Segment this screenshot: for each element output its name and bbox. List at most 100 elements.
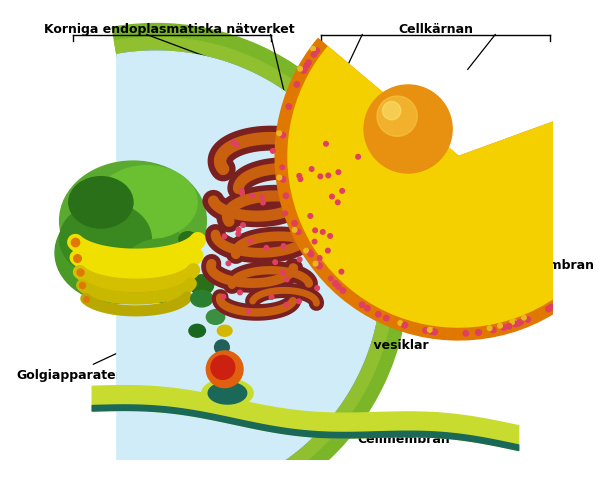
Circle shape bbox=[428, 328, 432, 333]
Circle shape bbox=[301, 69, 306, 74]
Circle shape bbox=[335, 201, 340, 205]
Circle shape bbox=[215, 340, 229, 355]
Polygon shape bbox=[117, 52, 380, 480]
Circle shape bbox=[321, 230, 325, 235]
Circle shape bbox=[326, 249, 330, 253]
Circle shape bbox=[283, 212, 288, 216]
Circle shape bbox=[308, 252, 314, 257]
Circle shape bbox=[431, 329, 436, 335]
Circle shape bbox=[333, 281, 338, 287]
Circle shape bbox=[294, 83, 300, 88]
Circle shape bbox=[515, 321, 520, 326]
Circle shape bbox=[359, 302, 365, 308]
Circle shape bbox=[277, 132, 282, 136]
Circle shape bbox=[306, 60, 311, 66]
Circle shape bbox=[333, 281, 338, 286]
Circle shape bbox=[239, 190, 244, 194]
Circle shape bbox=[277, 176, 282, 180]
Circle shape bbox=[281, 271, 285, 276]
Circle shape bbox=[377, 97, 417, 137]
Circle shape bbox=[402, 323, 408, 328]
Circle shape bbox=[423, 328, 428, 334]
Circle shape bbox=[312, 240, 317, 244]
Circle shape bbox=[525, 317, 531, 323]
Circle shape bbox=[315, 286, 320, 291]
Ellipse shape bbox=[124, 240, 197, 294]
Circle shape bbox=[298, 178, 303, 182]
Circle shape bbox=[326, 174, 330, 179]
Circle shape bbox=[285, 277, 289, 282]
Ellipse shape bbox=[69, 177, 133, 228]
Circle shape bbox=[317, 263, 322, 269]
Circle shape bbox=[297, 174, 302, 179]
Circle shape bbox=[401, 122, 437, 159]
Circle shape bbox=[428, 329, 434, 335]
Circle shape bbox=[231, 141, 236, 145]
Ellipse shape bbox=[191, 291, 213, 307]
Circle shape bbox=[513, 322, 519, 327]
Ellipse shape bbox=[150, 286, 171, 303]
Circle shape bbox=[330, 195, 334, 199]
Circle shape bbox=[286, 105, 291, 110]
Circle shape bbox=[340, 189, 344, 194]
Circle shape bbox=[522, 316, 526, 320]
Circle shape bbox=[235, 143, 239, 148]
Text: Korniga endoplasmatiska nätverket: Korniga endoplasmatiska nätverket bbox=[45, 23, 295, 36]
Circle shape bbox=[248, 240, 253, 244]
Circle shape bbox=[329, 276, 333, 281]
Circle shape bbox=[311, 53, 317, 58]
Circle shape bbox=[501, 325, 507, 331]
Text: Sekretoriska vesiklar: Sekretoriska vesiklar bbox=[230, 333, 428, 351]
Text: Cellmembran: Cellmembran bbox=[333, 430, 450, 445]
Wedge shape bbox=[115, 38, 394, 480]
Ellipse shape bbox=[168, 253, 190, 272]
Circle shape bbox=[318, 175, 323, 180]
Circle shape bbox=[328, 234, 332, 239]
Circle shape bbox=[292, 221, 297, 227]
Circle shape bbox=[250, 194, 254, 199]
Circle shape bbox=[236, 232, 241, 237]
Circle shape bbox=[226, 262, 231, 266]
Circle shape bbox=[260, 201, 265, 205]
Circle shape bbox=[314, 49, 320, 54]
Ellipse shape bbox=[60, 203, 151, 276]
Circle shape bbox=[313, 262, 318, 266]
Circle shape bbox=[295, 229, 301, 235]
Circle shape bbox=[308, 214, 312, 219]
Ellipse shape bbox=[206, 310, 225, 324]
Circle shape bbox=[271, 149, 275, 154]
Ellipse shape bbox=[189, 324, 206, 337]
Ellipse shape bbox=[217, 325, 232, 336]
Text: Kärnpor: Kärnpor bbox=[469, 257, 543, 287]
Circle shape bbox=[356, 155, 361, 160]
Circle shape bbox=[507, 324, 512, 329]
Circle shape bbox=[510, 320, 514, 325]
Circle shape bbox=[313, 228, 317, 233]
Circle shape bbox=[304, 249, 309, 253]
Circle shape bbox=[264, 246, 269, 251]
Circle shape bbox=[298, 67, 302, 72]
Circle shape bbox=[283, 193, 289, 199]
Circle shape bbox=[273, 260, 277, 265]
Circle shape bbox=[238, 290, 242, 295]
Wedge shape bbox=[275, 39, 603, 340]
Circle shape bbox=[297, 300, 302, 304]
Circle shape bbox=[240, 192, 244, 196]
Text: Ribosomer: Ribosomer bbox=[456, 276, 547, 303]
Circle shape bbox=[317, 264, 322, 269]
Circle shape bbox=[476, 330, 481, 336]
Ellipse shape bbox=[217, 303, 232, 313]
Circle shape bbox=[487, 326, 492, 331]
Circle shape bbox=[324, 142, 328, 147]
Circle shape bbox=[382, 102, 401, 120]
Circle shape bbox=[429, 328, 434, 333]
Circle shape bbox=[476, 330, 481, 336]
Circle shape bbox=[558, 299, 564, 304]
Circle shape bbox=[211, 356, 235, 380]
Circle shape bbox=[317, 256, 322, 261]
Circle shape bbox=[336, 284, 341, 289]
Text: Glatta endoplasmatiska nätverket: Glatta endoplasmatiska nätverket bbox=[303, 296, 542, 317]
Wedge shape bbox=[112, 24, 408, 480]
Circle shape bbox=[498, 324, 502, 328]
Circle shape bbox=[309, 168, 314, 172]
